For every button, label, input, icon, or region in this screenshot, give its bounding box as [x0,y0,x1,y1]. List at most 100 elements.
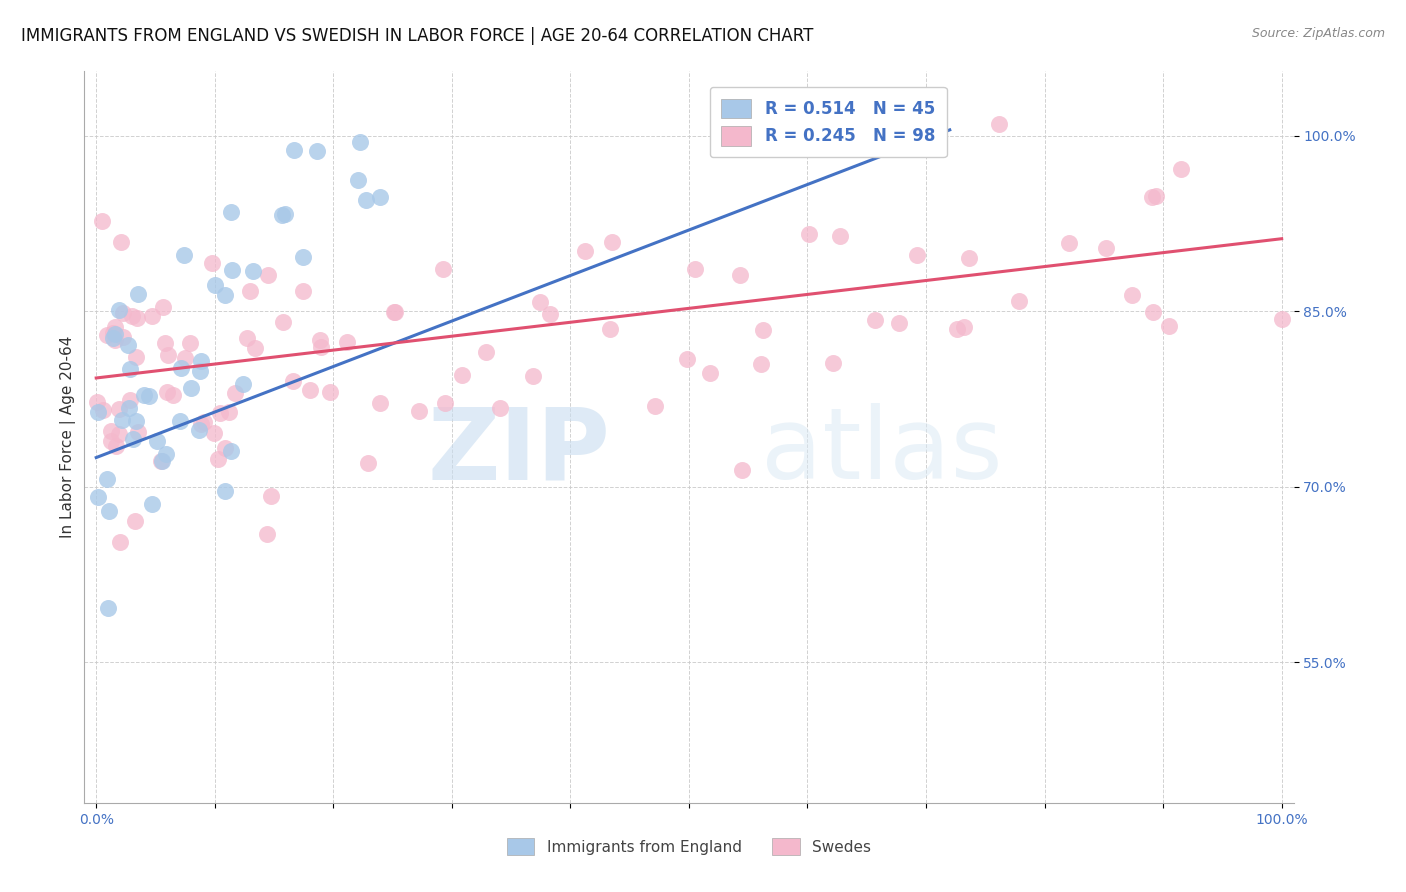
Point [124,515,146,529]
Point [103,331,125,345]
Point [111,413,134,427]
Point [141,497,163,511]
Point [305,144,328,158]
Point [488,401,510,415]
Point [190,417,212,432]
Point [219,444,242,458]
Point [121,309,143,323]
Point [957,251,980,265]
Point [1159,319,1181,334]
Point [243,342,266,356]
Point [104,326,127,341]
Point [644,400,666,414]
Point [103,326,125,341]
Point [475,345,498,359]
Point [104,320,127,334]
Point [188,364,211,378]
Point [91,402,114,417]
Point [1121,288,1143,302]
Point [232,376,254,391]
Point [432,262,454,277]
Point [90,214,112,228]
Point [221,262,243,277]
Point [1170,161,1192,176]
Point [354,193,377,207]
Point [190,353,212,368]
Point [96,472,118,486]
Point [728,268,751,282]
Point [952,320,974,334]
Point [370,396,392,410]
Point [574,244,596,258]
Point [218,405,240,419]
Point [522,368,544,383]
Point [201,256,224,270]
Point [291,250,314,264]
Point [97,601,120,615]
Point [257,268,280,282]
Text: atlas: atlas [762,403,1002,500]
Point [799,227,821,242]
Point [125,414,148,428]
Point [599,322,621,336]
Point [828,229,851,244]
Point [336,335,359,350]
Point [281,374,304,388]
Point [863,313,886,327]
Point [152,300,174,314]
Point [179,335,201,350]
Point [214,441,236,455]
Point [273,315,295,329]
Point [433,396,456,410]
Point [1144,189,1167,203]
Point [1140,190,1163,204]
Text: Source: ZipAtlas.com: Source: ZipAtlas.com [1251,27,1385,40]
Point [214,484,236,499]
Point [384,305,406,319]
Point [299,384,322,398]
Point [538,307,561,321]
Point [408,404,430,418]
Point [125,311,148,326]
Point [169,415,191,429]
Point [242,264,264,278]
Point [319,385,342,400]
Point [141,309,163,323]
Point [292,285,315,299]
Text: ZIP: ZIP [427,403,610,500]
Point [731,463,754,477]
Point [155,447,177,461]
Point [945,322,967,336]
Point [87,404,110,418]
Point [153,336,176,351]
Point [98,504,121,518]
Point [202,426,225,441]
Point [214,288,236,302]
Point [100,424,122,438]
Point [235,331,257,345]
Point [987,117,1010,131]
Point [308,333,330,347]
Point [138,389,160,403]
Point [368,190,391,204]
Point [224,386,246,401]
Point [174,351,197,365]
Point [108,302,131,317]
Y-axis label: In Labor Force | Age 20-64: In Labor Force | Age 20-64 [60,336,76,538]
Point [209,406,232,420]
Point [132,388,155,402]
Point [193,415,215,429]
Point [96,328,118,343]
Point [120,361,142,376]
Point [149,453,172,467]
Point [170,360,193,375]
Point [187,423,209,437]
Point [347,173,370,187]
Point [1271,312,1294,326]
Point [86,394,108,409]
Point [162,388,184,402]
Point [283,143,305,157]
Point [1057,235,1080,250]
Point [150,454,173,468]
Point [145,434,167,448]
